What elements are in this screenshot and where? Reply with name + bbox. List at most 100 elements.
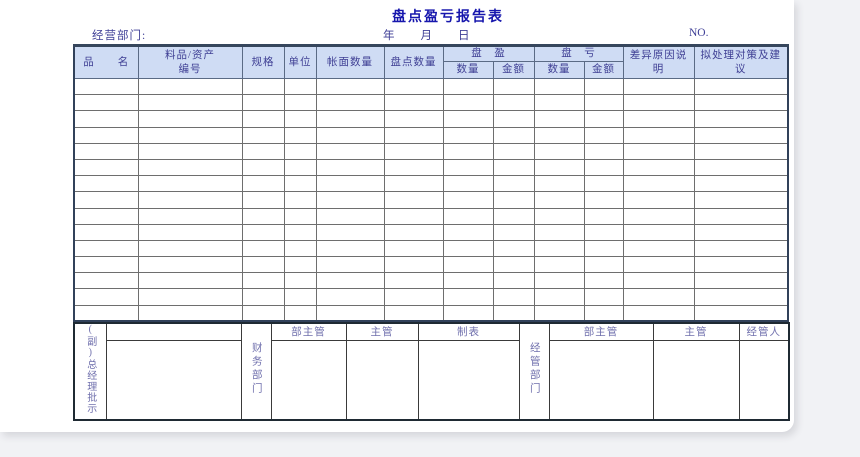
- body-cell[interactable]: [533, 158, 585, 177]
- body-cell[interactable]: [442, 304, 494, 322]
- handler-sign-area[interactable]: [738, 339, 790, 421]
- body-cell[interactable]: [583, 175, 624, 193]
- body-cell[interactable]: [283, 304, 317, 322]
- body-cell[interactable]: [283, 288, 317, 306]
- body-cell[interactable]: [492, 94, 535, 112]
- body-cell[interactable]: [442, 77, 494, 96]
- body-cell[interactable]: [73, 94, 139, 112]
- body-cell[interactable]: [137, 191, 243, 209]
- body-cell[interactable]: [533, 126, 585, 144]
- body-cell[interactable]: [73, 256, 139, 274]
- body-cell[interactable]: [137, 110, 243, 128]
- body-cell[interactable]: [442, 288, 494, 306]
- body-cell[interactable]: [73, 288, 139, 306]
- body-cell[interactable]: [383, 126, 444, 144]
- body-cell[interactable]: [383, 110, 444, 128]
- body-cell[interactable]: [383, 239, 444, 258]
- body-cell[interactable]: [241, 272, 285, 290]
- body-cell[interactable]: [442, 158, 494, 177]
- body-cell[interactable]: [283, 142, 317, 160]
- body-cell[interactable]: [442, 223, 494, 241]
- body-cell[interactable]: [315, 256, 385, 274]
- body-cell[interactable]: [622, 94, 695, 112]
- body-cell[interactable]: [241, 158, 285, 177]
- body-cell[interactable]: [283, 207, 317, 225]
- body-cell[interactable]: [492, 77, 535, 96]
- preparer-sign-area[interactable]: [417, 339, 520, 421]
- body-cell[interactable]: [137, 239, 243, 258]
- body-cell[interactable]: [73, 239, 139, 258]
- body-cell[interactable]: [241, 223, 285, 241]
- body-cell[interactable]: [622, 272, 695, 290]
- body-cell[interactable]: [693, 158, 789, 177]
- body-cell[interactable]: [315, 94, 385, 112]
- body-cell[interactable]: [283, 126, 317, 144]
- body-cell[interactable]: [492, 110, 535, 128]
- body-cell[interactable]: [622, 142, 695, 160]
- body-cell[interactable]: [533, 94, 585, 112]
- body-cell[interactable]: [622, 110, 695, 128]
- body-cell[interactable]: [137, 256, 243, 274]
- body-cell[interactable]: [693, 94, 789, 112]
- body-cell[interactable]: [622, 207, 695, 225]
- body-cell[interactable]: [315, 142, 385, 160]
- body-cell[interactable]: [315, 175, 385, 193]
- body-cell[interactable]: [533, 256, 585, 274]
- body-cell[interactable]: [315, 158, 385, 177]
- body-cell[interactable]: [583, 304, 624, 322]
- body-cell[interactable]: [583, 239, 624, 258]
- body-cell[interactable]: [583, 110, 624, 128]
- body-cell[interactable]: [315, 126, 385, 144]
- body-cell[interactable]: [137, 207, 243, 225]
- body-cell[interactable]: [315, 288, 385, 306]
- body-cell[interactable]: [315, 304, 385, 322]
- body-cell[interactable]: [583, 256, 624, 274]
- body-cell[interactable]: [492, 191, 535, 209]
- body-cell[interactable]: [283, 223, 317, 241]
- body-cell[interactable]: [533, 77, 585, 96]
- body-cell[interactable]: [137, 175, 243, 193]
- body-cell[interactable]: [622, 304, 695, 322]
- body-cell[interactable]: [383, 191, 444, 209]
- body-cell[interactable]: [241, 304, 285, 322]
- body-cell[interactable]: [492, 256, 535, 274]
- body-cell[interactable]: [583, 126, 624, 144]
- body-cell[interactable]: [492, 126, 535, 144]
- body-cell[interactable]: [73, 304, 139, 322]
- body-cell[interactable]: [693, 239, 789, 258]
- body-cell[interactable]: [137, 272, 243, 290]
- body-cell[interactable]: [533, 223, 585, 241]
- body-cell[interactable]: [241, 175, 285, 193]
- body-cell[interactable]: [137, 77, 243, 96]
- body-cell[interactable]: [383, 77, 444, 96]
- body-cell[interactable]: [315, 207, 385, 225]
- body-cell[interactable]: [137, 142, 243, 160]
- body-cell[interactable]: [73, 142, 139, 160]
- body-cell[interactable]: [622, 288, 695, 306]
- body-cell[interactable]: [137, 94, 243, 112]
- body-cell[interactable]: [283, 175, 317, 193]
- body-cell[interactable]: [492, 239, 535, 258]
- body-cell[interactable]: [241, 110, 285, 128]
- body-cell[interactable]: [442, 175, 494, 193]
- body-cell[interactable]: [73, 175, 139, 193]
- body-cell[interactable]: [492, 158, 535, 177]
- body-cell[interactable]: [583, 272, 624, 290]
- body-cell[interactable]: [492, 207, 535, 225]
- body-cell[interactable]: [492, 272, 535, 290]
- body-cell[interactable]: [492, 142, 535, 160]
- body-cell[interactable]: [241, 191, 285, 209]
- body-cell[interactable]: [533, 175, 585, 193]
- mgmt-supervisor-sign-area[interactable]: [652, 339, 740, 421]
- body-cell[interactable]: [693, 272, 789, 290]
- mgmt-dept-head-sign-area[interactable]: [548, 339, 654, 421]
- body-cell[interactable]: [73, 110, 139, 128]
- body-cell[interactable]: [583, 77, 624, 96]
- body-cell[interactable]: [73, 158, 139, 177]
- body-cell[interactable]: [241, 239, 285, 258]
- body-cell[interactable]: [283, 272, 317, 290]
- finance-dept-head-sign-area[interactable]: [270, 339, 347, 421]
- body-cell[interactable]: [492, 304, 535, 322]
- body-cell[interactable]: [533, 304, 585, 322]
- body-cell[interactable]: [442, 110, 494, 128]
